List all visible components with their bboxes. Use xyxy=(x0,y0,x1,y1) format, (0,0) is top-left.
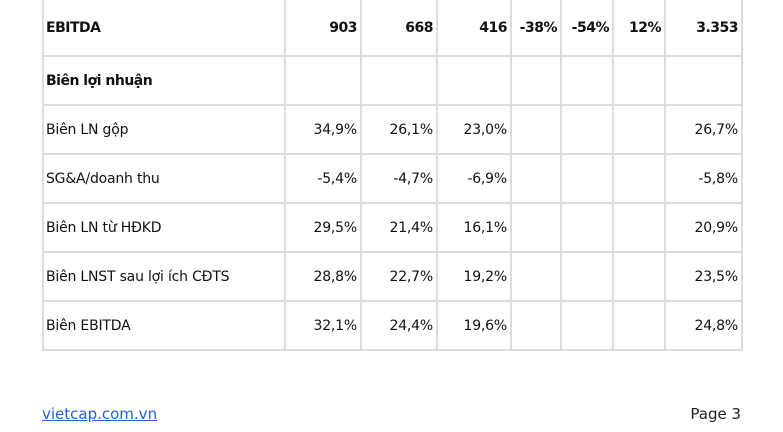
cell xyxy=(612,202,666,253)
cell: 20,9% xyxy=(664,202,743,253)
financial-table: EBITDA 903 668 416 -38% -54% 12% 3.353 Biên lợi … xyxy=(42,0,743,351)
cell: 19,2% xyxy=(436,251,512,302)
table-row: Biên LN từ HĐKD 29,5% 21,4% 16,1% 20,9% xyxy=(42,202,743,253)
cell: 34,9% xyxy=(284,104,362,155)
cell xyxy=(560,55,614,106)
cell: 903 xyxy=(284,0,362,57)
page-number: Page 3 xyxy=(690,405,741,423)
table-row: Biên LN gộp 34,9% 26,1% 23,0% 26,7% xyxy=(42,104,743,155)
cell xyxy=(612,104,666,155)
cell xyxy=(510,153,562,204)
cell: 12% xyxy=(612,0,666,57)
cell xyxy=(436,55,512,106)
row-label: Biên LN gộp xyxy=(42,104,286,155)
cell xyxy=(560,153,614,204)
table-row: Biên lợi nhuận xyxy=(42,55,743,106)
cell: 24,4% xyxy=(360,300,438,351)
row-label: Biên LN từ HĐKD xyxy=(42,202,286,253)
cell xyxy=(360,55,438,106)
cell: 668 xyxy=(360,0,438,57)
row-label: Biên EBITDA xyxy=(42,300,286,351)
cell: 22,7% xyxy=(360,251,438,302)
row-label: Biên lợi nhuận xyxy=(42,55,286,106)
row-label: SG&A/doanh thu xyxy=(42,153,286,204)
cell: 28,8% xyxy=(284,251,362,302)
cell xyxy=(612,153,666,204)
cell xyxy=(612,300,666,351)
cell: 23,0% xyxy=(436,104,512,155)
cell xyxy=(510,55,562,106)
cell xyxy=(510,104,562,155)
table-row: EBITDA 903 668 416 -38% -54% 12% 3.353 xyxy=(42,0,743,57)
cell: 29,5% xyxy=(284,202,362,253)
cell xyxy=(560,104,614,155)
cell: 26,7% xyxy=(664,104,743,155)
cell: -5,4% xyxy=(284,153,362,204)
row-label: Biên LNST sau lợi ích CĐTS xyxy=(42,251,286,302)
cell: 32,1% xyxy=(284,300,362,351)
cell: -38% xyxy=(510,0,562,57)
cell: 3.353 xyxy=(664,0,743,57)
cell xyxy=(664,55,743,106)
cell: -4,7% xyxy=(360,153,438,204)
cell: -6,9% xyxy=(436,153,512,204)
cell: 23,5% xyxy=(664,251,743,302)
row-label: EBITDA xyxy=(42,0,286,57)
cell xyxy=(510,251,562,302)
cell: 19,6% xyxy=(436,300,512,351)
cell xyxy=(560,300,614,351)
cell: -54% xyxy=(560,0,614,57)
cell: 24,8% xyxy=(664,300,743,351)
cell: 416 xyxy=(436,0,512,57)
cell xyxy=(612,251,666,302)
cell: 21,4% xyxy=(360,202,438,253)
cell: 16,1% xyxy=(436,202,512,253)
footer-link[interactable]: vietcap.com.vn xyxy=(42,405,158,423)
cell xyxy=(284,55,362,106)
cell xyxy=(510,300,562,351)
table-row: Biên LNST sau lợi ích CĐTS 28,8% 22,7% 19,2… xyxy=(42,251,743,302)
table-row: SG&A/doanh thu -5,4% -4,7% -6,9% -5,8% xyxy=(42,153,743,204)
cell: -5,8% xyxy=(664,153,743,204)
cell xyxy=(612,55,666,106)
cell: 26,1% xyxy=(360,104,438,155)
cell xyxy=(560,251,614,302)
table-row: Biên EBITDA 32,1% 24,4% 19,6% 24,8% xyxy=(42,300,743,351)
cell xyxy=(560,202,614,253)
cell xyxy=(510,202,562,253)
